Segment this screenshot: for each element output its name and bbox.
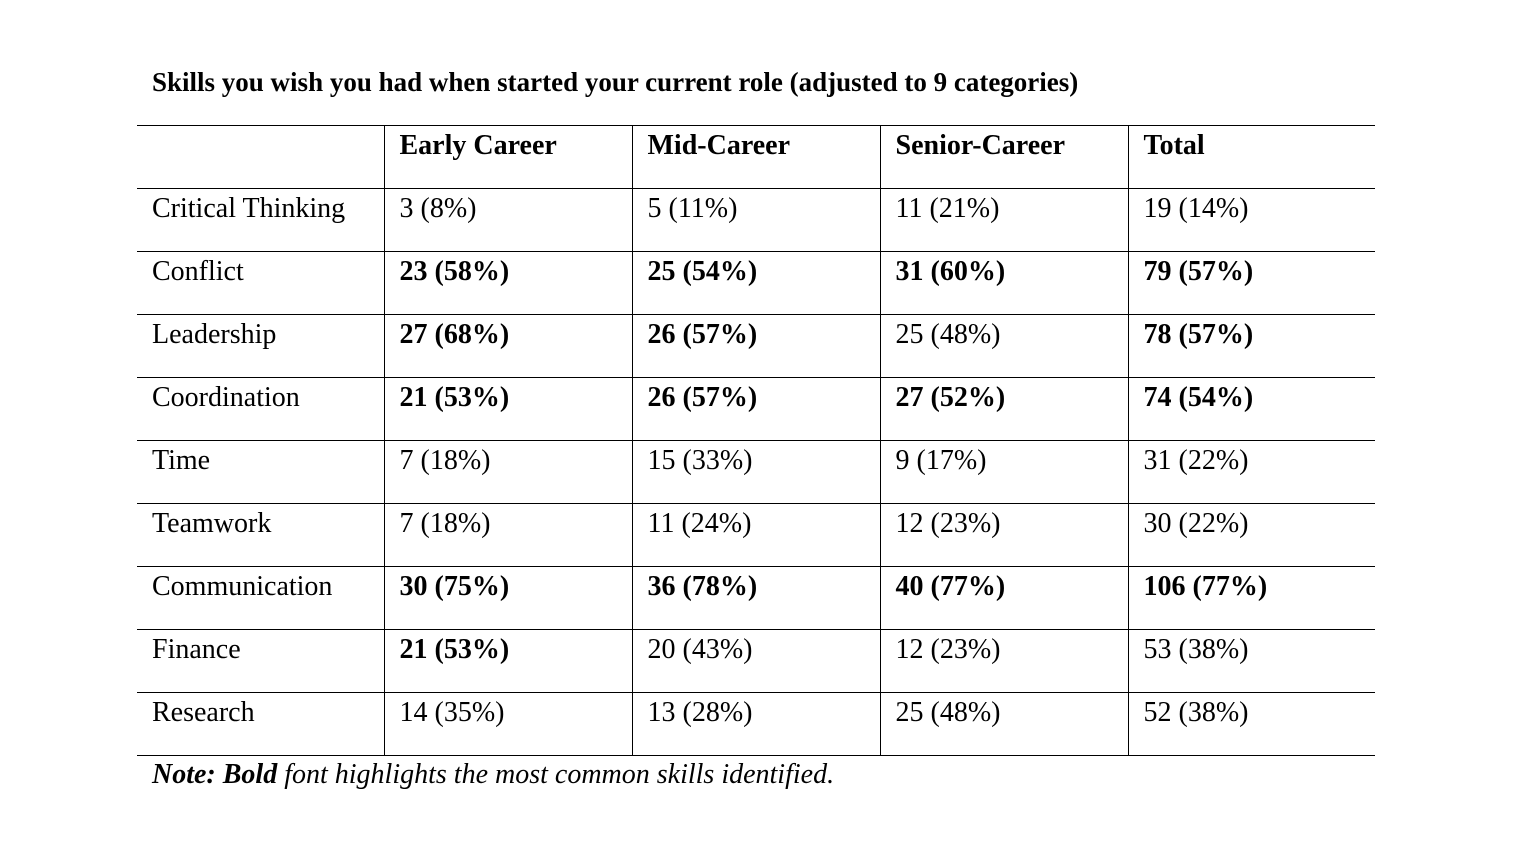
header-cell-mid-career: Mid-Career <box>631 125 880 189</box>
table-row: Teamwork 7 (18%) 11 (24%) 12 (23%) 30 (22%) <box>137 503 1375 567</box>
cell-senior-career: 12 (23%) <box>879 629 1128 693</box>
skills-table-container: Early Career Mid-Career Senior-Career To… <box>137 125 1375 756</box>
table-body: Critical Thinking 3 (8%) 5 (11%) 11 (21%) 19… <box>137 188 1375 756</box>
cell-total: 30 (22%) <box>1127 503 1375 567</box>
table-row: Communication 30 (75%) 36 (78%) 40 (77%) 106… <box>137 566 1375 630</box>
header-cell-empty <box>137 125 384 189</box>
cell-senior-career: 25 (48%) <box>879 314 1128 378</box>
note-text: font highlights the most common skills i… <box>277 759 835 790</box>
row-label: Research <box>137 692 384 756</box>
header-cell-early-career: Early Career <box>383 125 632 189</box>
cell-early-career: 7 (18%) <box>383 503 632 567</box>
table-row: Critical Thinking 3 (8%) 5 (11%) 11 (21%) 19… <box>137 188 1375 252</box>
cell-total: 19 (14%) <box>1127 188 1375 252</box>
row-label: Communication <box>137 566 384 630</box>
table-row: Time 7 (18%) 15 (33%) 9 (17%) 31 (22%) <box>137 440 1375 504</box>
cell-early-career: 23 (58%) <box>383 251 632 315</box>
cell-total: 52 (38%) <box>1127 692 1375 756</box>
table-row: Coordination 21 (53%) 26 (57%) 27 (52%) 74 (… <box>137 377 1375 441</box>
table-row: Research 14 (35%) 13 (28%) 25 (48%) 52 (38%) <box>137 692 1375 756</box>
cell-early-career: 30 (75%) <box>383 566 632 630</box>
cell-early-career: 14 (35%) <box>383 692 632 756</box>
cell-total: 74 (54%) <box>1127 377 1375 441</box>
cell-total: 106 (77%) <box>1127 566 1375 630</box>
cell-mid-career: 26 (57%) <box>631 377 880 441</box>
cell-early-career: 21 (53%) <box>383 377 632 441</box>
cell-senior-career: 9 (17%) <box>879 440 1128 504</box>
table-row: Finance 21 (53%) 20 (43%) 12 (23%) 53 (38%) <box>137 629 1375 693</box>
table-row: Conflict 23 (58%) 25 (54%) 31 (60%) 79 (57%) <box>137 251 1375 315</box>
skills-table: Early Career Mid-Career Senior-Career To… <box>137 125 1375 756</box>
cell-mid-career: 13 (28%) <box>631 692 880 756</box>
cell-senior-career: 12 (23%) <box>879 503 1128 567</box>
cell-senior-career: 40 (77%) <box>879 566 1128 630</box>
cell-mid-career: 25 (54%) <box>631 251 880 315</box>
cell-senior-career: 27 (52%) <box>879 377 1128 441</box>
cell-early-career: 3 (8%) <box>383 188 632 252</box>
table-note: Note: Bold font highlights the most comm… <box>152 757 834 793</box>
row-label: Time <box>137 440 384 504</box>
cell-total: 31 (22%) <box>1127 440 1375 504</box>
cell-early-career: 21 (53%) <box>383 629 632 693</box>
cell-early-career: 27 (68%) <box>383 314 632 378</box>
cell-mid-career: 5 (11%) <box>631 188 880 252</box>
table-row: Leadership 27 (68%) 26 (57%) 25 (48%) 78 (57… <box>137 314 1375 378</box>
cell-total: 53 (38%) <box>1127 629 1375 693</box>
cell-total: 78 (57%) <box>1127 314 1375 378</box>
row-label: Teamwork <box>137 503 384 567</box>
note-prefix: Note: Bold <box>152 759 278 790</box>
cell-mid-career: 26 (57%) <box>631 314 880 378</box>
cell-mid-career: 15 (33%) <box>631 440 880 504</box>
row-label: Critical Thinking <box>137 188 384 252</box>
row-label: Finance <box>137 629 384 693</box>
cell-senior-career: 31 (60%) <box>879 251 1128 315</box>
cell-senior-career: 11 (21%) <box>879 188 1128 252</box>
cell-mid-career: 11 (24%) <box>631 503 880 567</box>
cell-senior-career: 25 (48%) <box>879 692 1128 756</box>
row-label: Conflict <box>137 251 384 315</box>
header-cell-total: Total <box>1127 125 1375 189</box>
cell-total: 79 (57%) <box>1127 251 1375 315</box>
cell-mid-career: 20 (43%) <box>631 629 880 693</box>
row-label: Leadership <box>137 314 384 378</box>
cell-mid-career: 36 (78%) <box>631 566 880 630</box>
row-label: Coordination <box>137 377 384 441</box>
table-header-row: Early Career Mid-Career Senior-Career To… <box>137 125 1375 189</box>
header-cell-senior-career: Senior-Career <box>879 125 1128 189</box>
cell-early-career: 7 (18%) <box>383 440 632 504</box>
table-title: Skills you wish you had when started you… <box>152 67 1079 97</box>
